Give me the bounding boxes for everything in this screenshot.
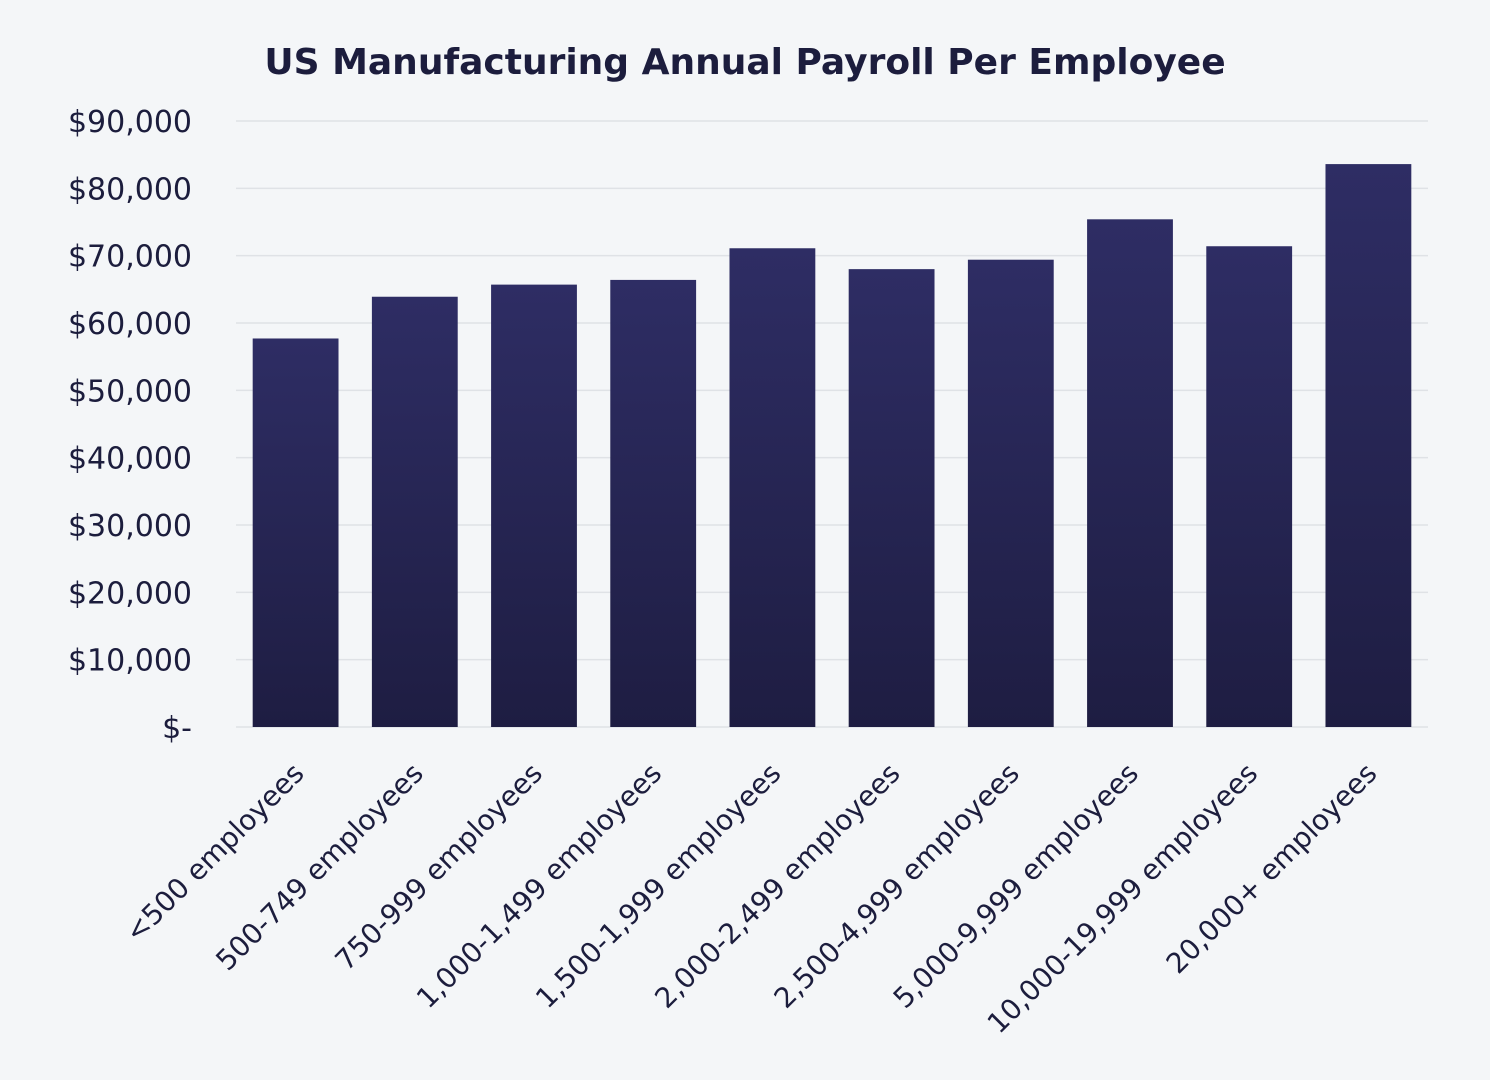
bar: [1087, 219, 1173, 727]
x-tick-label: 1,500-1,999 employees: [529, 757, 787, 1015]
bar: [848, 269, 935, 727]
chart-title: US Manufacturing Annual Payroll Per Empl…: [264, 42, 1225, 83]
bar: [610, 279, 697, 727]
bars: [252, 164, 1412, 728]
y-tick-label: $20,000: [68, 576, 192, 611]
bar: [729, 248, 816, 727]
x-tick-label: 1,000-1,499 employees: [410, 757, 668, 1015]
y-axis-ticks: $90,000 $80,000 $70,000 $60,000 $50,000 $40,0…: [68, 105, 192, 746]
bar: [491, 284, 577, 727]
bar: [371, 296, 458, 727]
y-tick-label: $80,000: [68, 172, 192, 207]
x-tick-label: 2,000-2,499 employees: [648, 757, 906, 1015]
x-tick-label: 2,500-4,999 employees: [768, 757, 1026, 1015]
bar: [1325, 164, 1412, 728]
y-tick-label: $50,000: [68, 374, 192, 409]
bar: [1206, 246, 1293, 728]
y-tick-label: $70,000: [68, 240, 192, 275]
y-tick-label: $-: [162, 711, 192, 746]
y-tick-label: $40,000: [68, 442, 192, 477]
y-tick-label: $60,000: [68, 307, 192, 342]
bar: [252, 338, 339, 727]
y-tick-label: $30,000: [68, 509, 192, 544]
bar: [967, 259, 1054, 727]
y-tick-label: $10,000: [68, 644, 192, 679]
x-tick-label: 20,000+ employees: [1160, 757, 1384, 981]
y-tick-label: $90,000: [68, 105, 192, 140]
x-tick-label: 500-749 employees: [209, 757, 429, 977]
x-tick-label: 5,000-9,999 employees: [887, 757, 1145, 1015]
x-tick-label: 750-999 employees: [329, 757, 549, 977]
